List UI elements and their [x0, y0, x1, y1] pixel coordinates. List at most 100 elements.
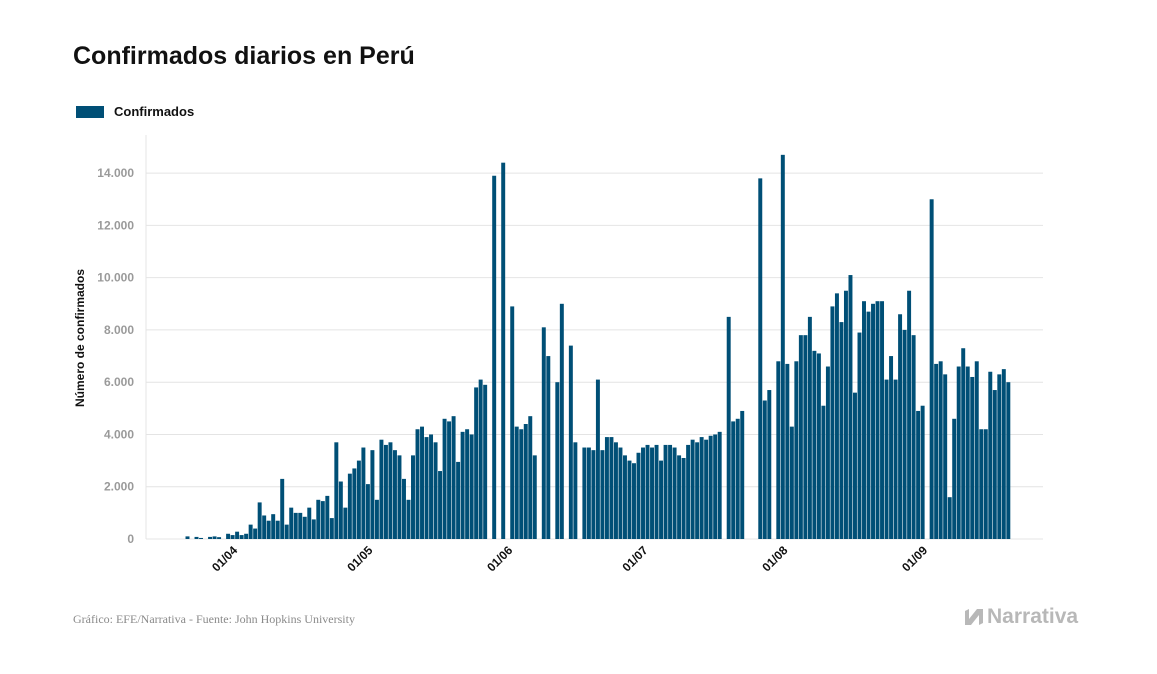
bar	[916, 410, 921, 539]
bars	[185, 154, 1011, 540]
x-tick-label: 01/07	[619, 543, 650, 574]
bar	[194, 536, 199, 539]
bar	[740, 410, 745, 539]
bar	[938, 361, 943, 539]
source-credit: Gráfico: EFE/Narrativa - Fuente: John Ho…	[73, 612, 355, 626]
y-axis-label: Número de confirmados	[73, 269, 87, 407]
bar	[920, 405, 925, 539]
bar	[767, 390, 772, 539]
bar	[695, 442, 700, 539]
bar	[785, 363, 790, 539]
bar	[618, 447, 623, 539]
bar	[798, 335, 803, 539]
bar	[185, 536, 190, 539]
bar	[627, 460, 632, 539]
bar	[406, 499, 411, 539]
bar	[776, 361, 781, 539]
bar	[478, 379, 483, 539]
bar	[244, 533, 249, 539]
bar	[284, 524, 289, 539]
bar	[812, 350, 817, 539]
bar	[320, 501, 325, 539]
y-tick-label: 4.000	[104, 427, 134, 441]
x-tick-label: 01/08	[759, 543, 790, 574]
bar	[217, 537, 222, 539]
bar	[442, 418, 447, 539]
bar	[573, 442, 578, 539]
bar	[447, 421, 452, 539]
bar	[668, 444, 673, 539]
bar	[266, 520, 271, 539]
bar	[559, 303, 564, 539]
bar	[731, 421, 736, 539]
bar	[965, 366, 970, 539]
bar	[929, 199, 934, 539]
bar	[474, 387, 479, 539]
bar	[370, 450, 375, 539]
bar	[613, 442, 618, 539]
bar	[429, 434, 434, 539]
bar	[834, 293, 839, 539]
bar	[212, 536, 217, 539]
bar	[397, 455, 402, 539]
bar	[280, 478, 285, 539]
bar	[947, 497, 952, 539]
y-axis: 0 2.000 4.000 6.000 8.000 10.000 12.000 14.000	[97, 135, 147, 546]
gridlines	[146, 172, 1043, 540]
bar	[609, 437, 614, 539]
bar	[659, 460, 664, 539]
bar	[433, 442, 438, 539]
bar	[383, 444, 388, 539]
bar	[379, 439, 384, 539]
bar	[704, 439, 709, 539]
bar	[334, 442, 339, 539]
bar	[893, 379, 898, 539]
bar	[392, 450, 397, 539]
bar	[866, 311, 871, 539]
bar	[514, 426, 519, 539]
bar	[758, 178, 763, 540]
bar	[365, 484, 370, 539]
bar	[911, 335, 916, 539]
bar	[848, 275, 853, 539]
bar	[199, 537, 204, 539]
bar	[979, 429, 984, 539]
bar	[424, 437, 429, 539]
bar	[843, 290, 848, 539]
bar	[465, 429, 470, 539]
bar	[654, 444, 659, 539]
bar	[469, 434, 474, 539]
logo-text: Narrativa	[987, 605, 1079, 628]
bar	[325, 495, 330, 539]
bar	[235, 531, 240, 539]
bar	[884, 379, 889, 539]
bar	[352, 468, 357, 539]
bar	[943, 374, 948, 539]
legend-swatch	[76, 105, 104, 118]
bar	[523, 424, 528, 539]
bar	[677, 455, 682, 539]
bar	[492, 175, 497, 539]
bar	[889, 356, 894, 539]
bar	[880, 301, 885, 539]
bar	[510, 306, 515, 539]
bar	[329, 518, 334, 539]
bar	[907, 290, 912, 539]
bar	[460, 431, 465, 539]
chart-title: Confirmados diarios en Perú	[73, 42, 415, 70]
bar	[952, 418, 957, 539]
bar	[789, 426, 794, 539]
bar	[961, 348, 966, 539]
bar	[699, 437, 704, 539]
bar	[262, 515, 267, 539]
bar	[988, 371, 993, 539]
bar	[420, 426, 424, 539]
bar	[411, 455, 415, 539]
bar	[690, 439, 695, 539]
bar	[650, 447, 655, 539]
bar	[807, 316, 812, 539]
x-tick-label: 01/05	[344, 543, 375, 574]
bar	[438, 471, 443, 539]
bar	[713, 434, 718, 539]
